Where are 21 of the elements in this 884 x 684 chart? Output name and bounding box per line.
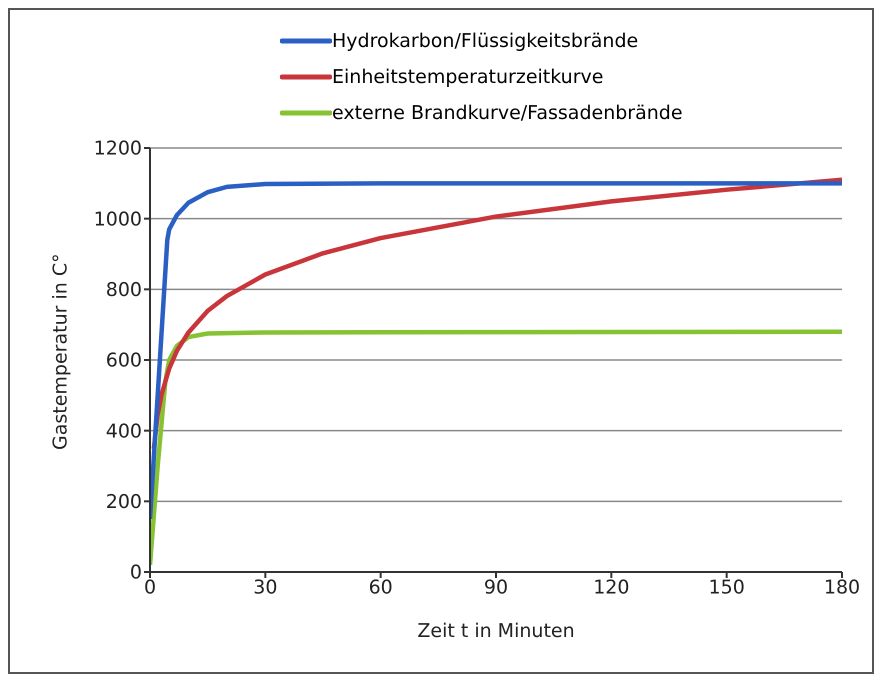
y-tick-label: 1200: [94, 138, 142, 160]
legend-label: Einheitstemperaturzeitkurve: [332, 66, 604, 88]
x-tick-label: 180: [824, 576, 860, 598]
line-series: [150, 329, 842, 568]
y-tick-label: 600: [106, 350, 142, 372]
legend-label: Hydrokarbon/Flüssigkeitsbrände: [332, 30, 638, 52]
y-tick-label: 400: [106, 420, 142, 442]
y-tick-label: 1000: [94, 208, 142, 230]
x-tick-label: 30: [253, 576, 278, 598]
x-tick-label: 90: [484, 576, 508, 598]
x-tick-label: 60: [368, 576, 393, 598]
legend-label: externe Brandkurve/Fassadenbrände: [332, 102, 683, 124]
line-series: [150, 181, 842, 522]
y-tick-label: 800: [106, 279, 142, 302]
x-tick-label: 0: [144, 576, 156, 598]
x-tick-label: 120: [593, 576, 630, 598]
y-tick-label: 0: [130, 562, 142, 584]
y-tick-label: 200: [106, 491, 142, 514]
x-tick-label: 150: [708, 576, 745, 598]
x-axis-title: Zeit t in Minuten: [417, 620, 575, 642]
y-axis-title: Gastemperatur in C°: [50, 253, 72, 450]
